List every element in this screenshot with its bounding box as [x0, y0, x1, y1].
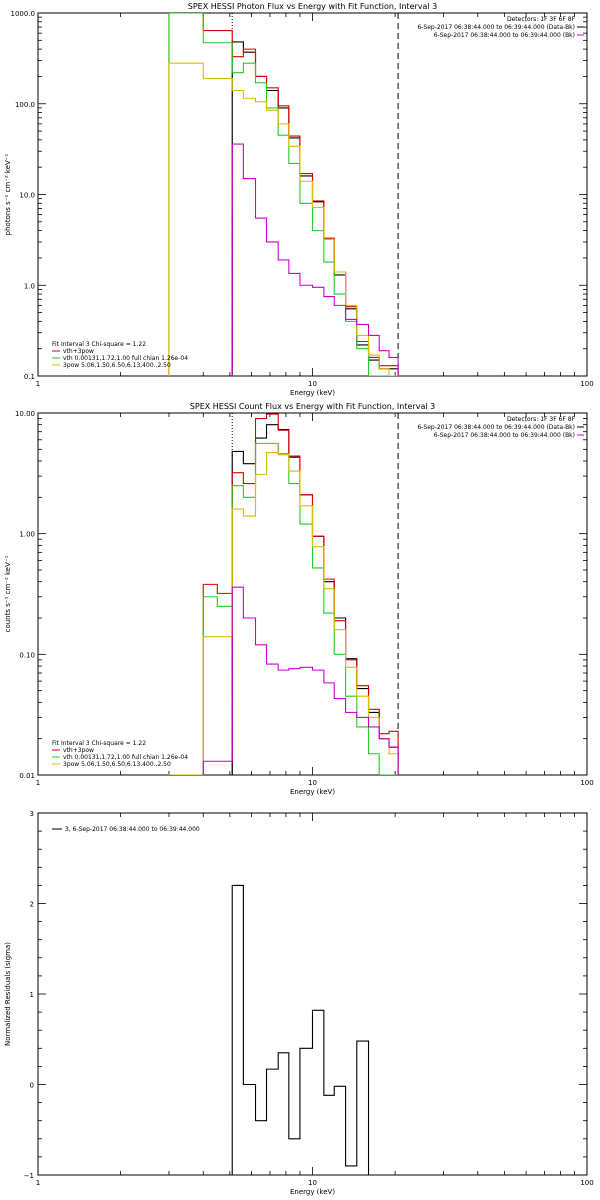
y-tick-label: 1000.0: [11, 10, 36, 18]
x-axis-label: Energy (keV): [290, 788, 335, 796]
y-axis-label: Normalized Residuals (sigma): [4, 942, 12, 1046]
legend-bottom-entry: 3pow 5.06,1.50,6.50,6.13,400.,2.50: [63, 761, 171, 768]
legend-top-entry: Detectors: 1F 3F 6F 8F: [507, 416, 576, 423]
x-tick-label: 10: [308, 380, 317, 388]
series-bk: [202, 586, 399, 775]
y-tick-label: 0: [30, 1082, 34, 1090]
chart-panel-3: 1 10 100 Energy (keV) −1 0 1 2 3 Normalized Resid…: [4, 810, 594, 1196]
x-tick-label: 1: [36, 380, 40, 388]
legend-top-entry: Detectors: 1F 3F 6F 8F: [507, 16, 576, 23]
legend-bottom-entry: vth 0.00131,1.72,1.00 full chian 1.26e-0…: [63, 355, 188, 362]
y-axis-label: photons s⁻¹ cm⁻² keV⁻¹: [4, 153, 12, 235]
y-tick-label: −1: [24, 1172, 34, 1180]
x-tick-label: 1: [36, 1179, 40, 1187]
series-3: [231, 884, 370, 1175]
legend-top-entry: 6-Sep-2017 06:38:44.000 to 06:39:44.000 …: [417, 424, 575, 431]
y-tick-label: 0.01: [19, 772, 35, 780]
y-tick-label: 0.1: [24, 373, 35, 381]
y-tick-label: 0.10: [19, 651, 35, 659]
x-tick-label: 100: [580, 380, 593, 388]
x-axis-label: Energy (keV): [290, 389, 335, 397]
legend-bottom-entry: vth 0.00131,1.72,1.00 full chian 1.26e-0…: [63, 754, 188, 761]
y-axis-label: counts s⁻¹ cm⁻² keV⁻¹: [4, 555, 12, 632]
y-tick-label: 1: [30, 991, 34, 999]
x-axis-label: Energy (keV): [290, 1188, 335, 1196]
y-tick-label: 3: [30, 810, 34, 818]
x-tick-label: 100: [580, 779, 593, 787]
chart-panel-1: 1 10 100 Energy (keV) 0.1 1.0 10.0 100.0 1000.0 p…: [4, 2, 594, 397]
x-tick-label: 10: [308, 1179, 317, 1187]
y-tick-label: 1.0: [24, 282, 35, 290]
legend-top-entry: 6-Sep-2017 06:38:44.000 to 06:39:44.000 …: [434, 32, 575, 39]
x-tick-label: 10: [308, 779, 317, 787]
legend-bottom-entry: 3pow 5.06,1.50,6.50,6.13,400.,2.50: [63, 362, 171, 369]
plot-frame: [37, 812, 588, 1176]
series-group: [231, 884, 370, 1175]
y-tick-label: 100.0: [15, 101, 35, 109]
series-vth: [168, 13, 399, 376]
y-tick-label: 1.00: [19, 531, 35, 539]
chart-panel-2: 1 10 100 Energy (keV) 0.01 0.10 1.00 10.00 count…: [4, 402, 594, 796]
series-data-bk: [231, 41, 399, 376]
legend-top-entry: 6-Sep-2017 06:38:44.000 to 06:39:44.000 …: [434, 432, 575, 439]
legend-top-entry: 6-Sep-2017 06:38:44.000 to 06:39:44.000 …: [417, 24, 575, 31]
y-tick-label: 10.0: [19, 192, 35, 200]
y-tick-label: 10.00: [15, 410, 35, 418]
series-3pow: [168, 62, 399, 376]
legend-bottom-entry: Fit Interval 3 Chi-square = 1.22: [52, 341, 146, 348]
legend-bottom-entry: vth+3pow: [63, 747, 94, 754]
series-group: [168, 413, 399, 775]
x-tick-label: 100: [580, 1179, 593, 1187]
legend-entry: 3, 6-Sep-2017 06:38:44.000 to 06:39:44.0…: [65, 826, 200, 833]
x-tick-label: 1: [36, 779, 40, 787]
y-tick-label: 2: [30, 901, 34, 909]
legend-bottom-entry: Fit Interval 3 Chi-square = 1.22: [52, 740, 146, 747]
legend-bottom-entry: vth+3pow: [63, 348, 94, 355]
series-bk: [231, 143, 399, 376]
chart-title: SPEX HESSI Count Flux vs Energy with Fit…: [190, 402, 435, 411]
series-group: [168, 13, 399, 376]
chart-title: SPEX HESSI Photon Flux vs Energy with Fi…: [188, 2, 438, 11]
series-data-bk: [231, 424, 399, 775]
plot-frame: [37, 412, 588, 776]
